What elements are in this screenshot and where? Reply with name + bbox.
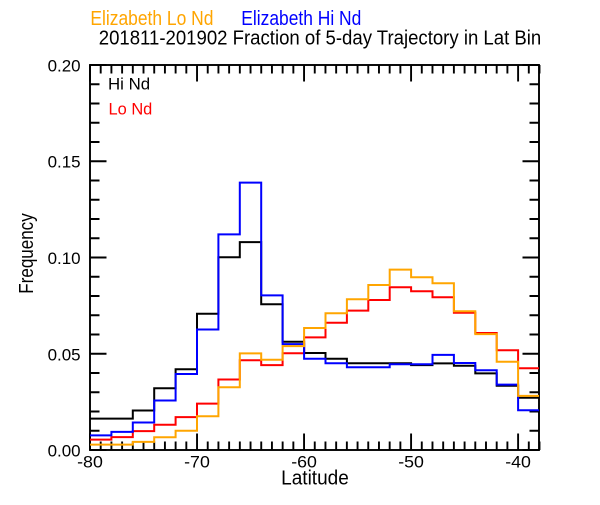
svg-text:0.10: 0.10 <box>48 250 81 268</box>
svg-text:201811-201902 Fraction of 5-da: 201811-201902 Fraction of 5-day Trajecto… <box>99 28 542 50</box>
svg-text:Elizabeth Lo Nd: Elizabeth Lo Nd <box>90 8 213 30</box>
svg-text:-50: -50 <box>398 454 424 472</box>
svg-text:Frequency: Frequency <box>16 213 38 294</box>
svg-text:0.15: 0.15 <box>48 154 81 172</box>
svg-text:0.00: 0.00 <box>48 443 81 461</box>
svg-text:-40: -40 <box>505 454 531 472</box>
svg-text:-80: -80 <box>77 454 103 472</box>
svg-text:0.05: 0.05 <box>48 346 81 364</box>
svg-text:Latitude: Latitude <box>281 468 349 490</box>
svg-text:0.20: 0.20 <box>48 58 81 76</box>
svg-text:-70: -70 <box>184 454 210 472</box>
svg-text:Hi Nd: Hi Nd <box>108 75 150 93</box>
svg-text:Elizabeth Hi Nd: Elizabeth Hi Nd <box>241 8 361 30</box>
svg-text:-60: -60 <box>291 454 317 472</box>
svg-text:Lo Nd: Lo Nd <box>109 101 153 119</box>
